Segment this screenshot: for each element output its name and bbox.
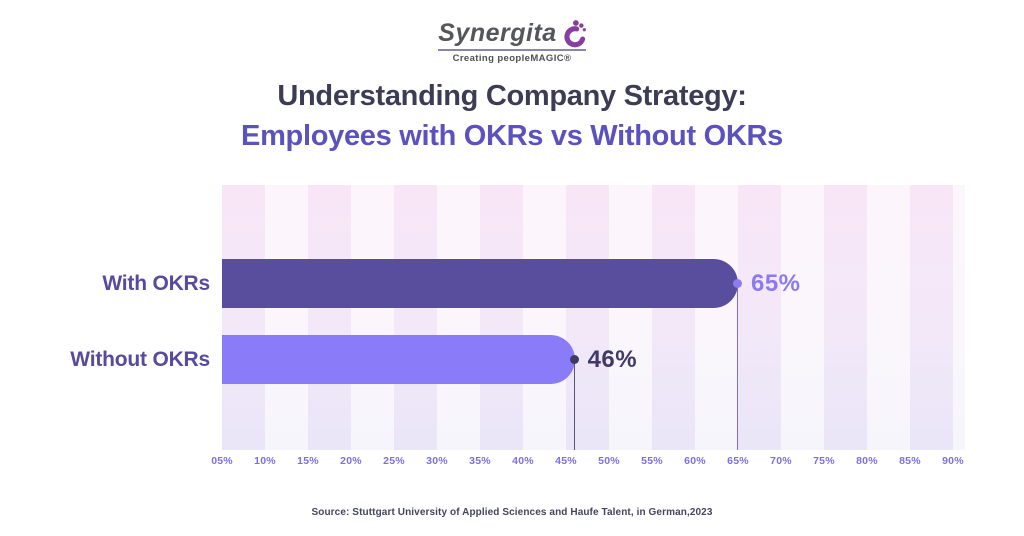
x-tick-label: 60% <box>684 455 706 467</box>
x-tick-label: 05% <box>211 455 233 467</box>
bar-end-dot <box>570 355 580 364</box>
x-tick-label: 15% <box>297 455 319 467</box>
x-tick-label: 85% <box>899 455 921 467</box>
value-label-with-okrs: 65% <box>750 270 801 297</box>
x-tick-label: 25% <box>383 455 405 467</box>
brand-name: Synergita <box>438 19 557 47</box>
x-tick-label: 50% <box>598 455 620 467</box>
bar-without-okrs <box>222 335 575 384</box>
x-tick-label: 30% <box>426 455 448 467</box>
x-tick-label: 40% <box>512 455 534 467</box>
logo-block: Synergita Creating peopleMAGIC® <box>0 18 1024 66</box>
x-tick-label: 80% <box>856 455 878 467</box>
x-tick-label: 45% <box>555 455 577 467</box>
page-title: Understanding Company Strategy: Employee… <box>0 82 1024 151</box>
category-label-with-okrs: With OKRs <box>102 272 210 295</box>
x-axis: 05% 10% 15% 20% 25% 30% 35% 40% 45% 50% 55% 60% 65% 7… <box>211 455 965 471</box>
swirl-person-icon <box>564 20 586 48</box>
value-label-without-okrs: 46% <box>587 346 638 373</box>
x-tick-label: 75% <box>813 455 835 467</box>
category-label-without-okrs: Without OKRs <box>70 348 210 371</box>
title-line-1: Understanding Company Strategy: <box>277 80 747 112</box>
logo-tagline: Creating peopleMAGIC® <box>452 53 572 64</box>
x-tick-label: 55% <box>641 455 663 467</box>
dropline-with-okrs <box>736 283 739 450</box>
source-note: Source: Stuttgart University of Applied … <box>311 507 713 518</box>
x-tick-label: 90% <box>942 455 964 467</box>
x-tick-label: 20% <box>340 455 362 467</box>
x-tick-label: 65% <box>727 455 749 467</box>
x-tick-label: 10% <box>254 455 276 467</box>
logo-divider <box>438 49 586 51</box>
bar-end-dot <box>733 279 743 288</box>
title-line-2: Employees with OKRs vs Without OKRs <box>241 120 783 152</box>
plot-area: 65% 46% <box>222 185 965 450</box>
x-tick-label: 70% <box>770 455 792 467</box>
x-tick-label: 35% <box>469 455 491 467</box>
bar-with-okrs <box>222 259 738 308</box>
dropline-without-okrs <box>573 359 576 450</box>
